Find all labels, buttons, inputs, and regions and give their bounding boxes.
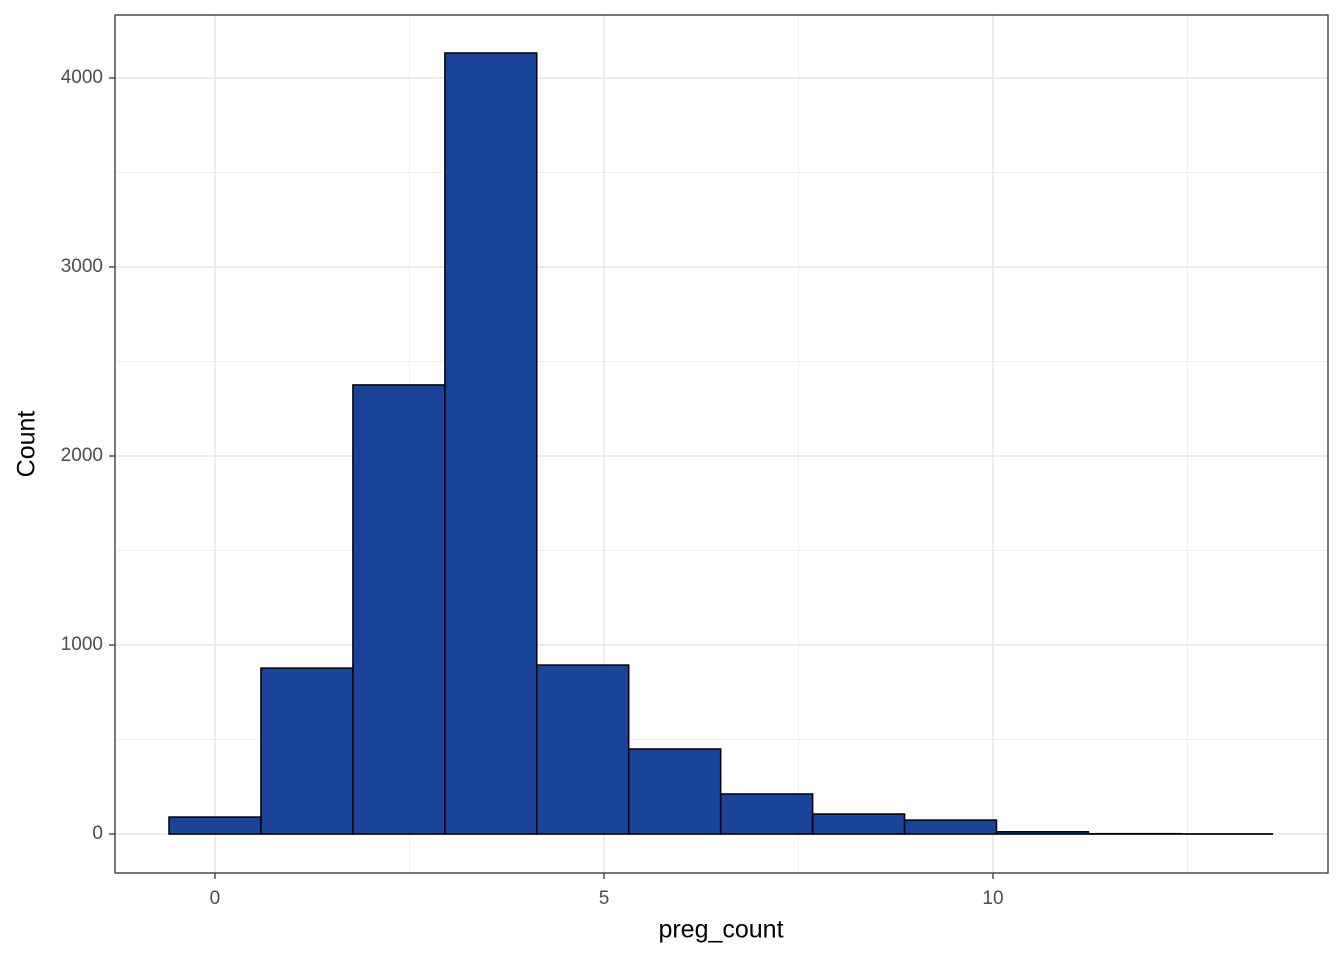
axes: 0 5 10 0 1000 2000 3000 4000 — [61, 67, 1004, 909]
bar — [168, 816, 262, 835]
bar — [627, 748, 722, 835]
bar — [444, 52, 538, 835]
bar — [811, 813, 906, 835]
bar — [719, 793, 814, 835]
bar — [995, 831, 1090, 835]
plot-border — [114, 14, 1329, 874]
bar — [352, 384, 446, 835]
y-tick-label: 2000 — [61, 445, 103, 466]
x-tick-label: 5 — [599, 888, 610, 909]
bar — [903, 819, 998, 835]
y-tick-label: 1000 — [61, 634, 103, 655]
bar — [260, 667, 354, 835]
y-tick-label: 0 — [92, 823, 103, 844]
x-axis-title: preg_count — [658, 916, 783, 944]
y-tick-label: 4000 — [61, 67, 103, 88]
x-tick-label: 0 — [210, 888, 221, 909]
x-tick-label: 10 — [982, 888, 1003, 909]
bars — [168, 52, 1274, 835]
bar — [536, 664, 630, 835]
y-tick-label: 3000 — [61, 256, 103, 277]
y-axis-title: Count — [13, 411, 41, 478]
